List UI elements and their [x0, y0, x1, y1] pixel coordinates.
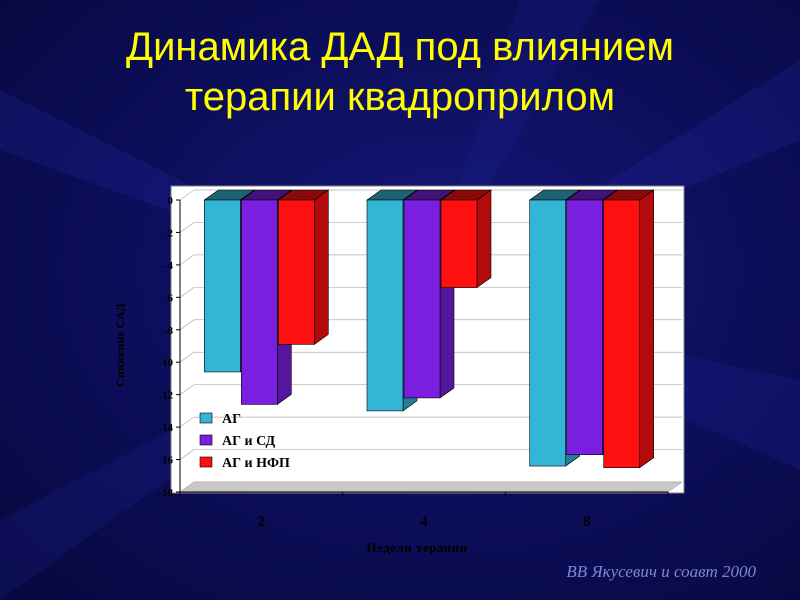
gridline-depth: [179, 449, 195, 460]
source-credit: ВВ Якусевич и соавт 2000: [566, 562, 756, 581]
x-tick-label: 2: [258, 514, 266, 530]
gridline-depth: [179, 222, 195, 233]
bar: [566, 199, 603, 455]
title-line-2: терапии квадроприлом: [184, 75, 616, 119]
bar: [278, 199, 315, 345]
bar: [366, 199, 404, 412]
bar: [529, 199, 566, 467]
y-tick-label: -18: [158, 487, 173, 499]
legend-label: АГ: [222, 412, 241, 427]
bar: [440, 199, 478, 288]
legend-label: АГ и НФП: [222, 456, 290, 471]
x-axis-title: Недели терапии: [366, 540, 467, 555]
slide-title: Динамика ДАД под влиянием терапии квадро…: [0, 22, 800, 122]
y-tick-label: -2: [164, 227, 174, 239]
y-tick-label: -10: [158, 357, 173, 369]
y-axis-title: Снижение САД: [113, 303, 127, 387]
legend-label: АГ и СД: [222, 434, 275, 449]
bar: [603, 199, 640, 468]
gridline-depth: [179, 384, 195, 395]
title-line-1: Динамика ДАД под влиянием: [126, 25, 674, 69]
bar: [403, 199, 441, 399]
y-tick-label: -6: [164, 292, 174, 304]
gridline-depth: [179, 416, 195, 428]
gridline-depth: [179, 287, 195, 298]
gridline-depth: [179, 481, 195, 493]
y-tick-label: -16: [158, 455, 173, 467]
bar: [204, 199, 241, 373]
bar-side: [476, 189, 492, 289]
y-tick-label: -4: [164, 260, 174, 272]
gridline-depth: [179, 189, 195, 201]
y-tick-label: 0: [168, 195, 174, 207]
gridline-depth: [179, 254, 195, 266]
y-tick-label: -8: [164, 325, 174, 337]
gridline-depth: [179, 319, 195, 331]
bar-side: [639, 189, 654, 469]
legend-swatch: [199, 434, 213, 446]
x-tick-label: 4: [420, 514, 428, 530]
bar: [241, 199, 278, 405]
legend-swatch: [199, 456, 213, 468]
x-tick-label: 8: [583, 514, 591, 530]
gridline-depth: [179, 351, 195, 363]
bar-side: [314, 189, 329, 345]
legend-swatch: [199, 412, 213, 424]
y-tick-label: -12: [158, 390, 173, 402]
y-tick-label: -14: [158, 422, 173, 434]
chart-floor: [179, 481, 683, 493]
